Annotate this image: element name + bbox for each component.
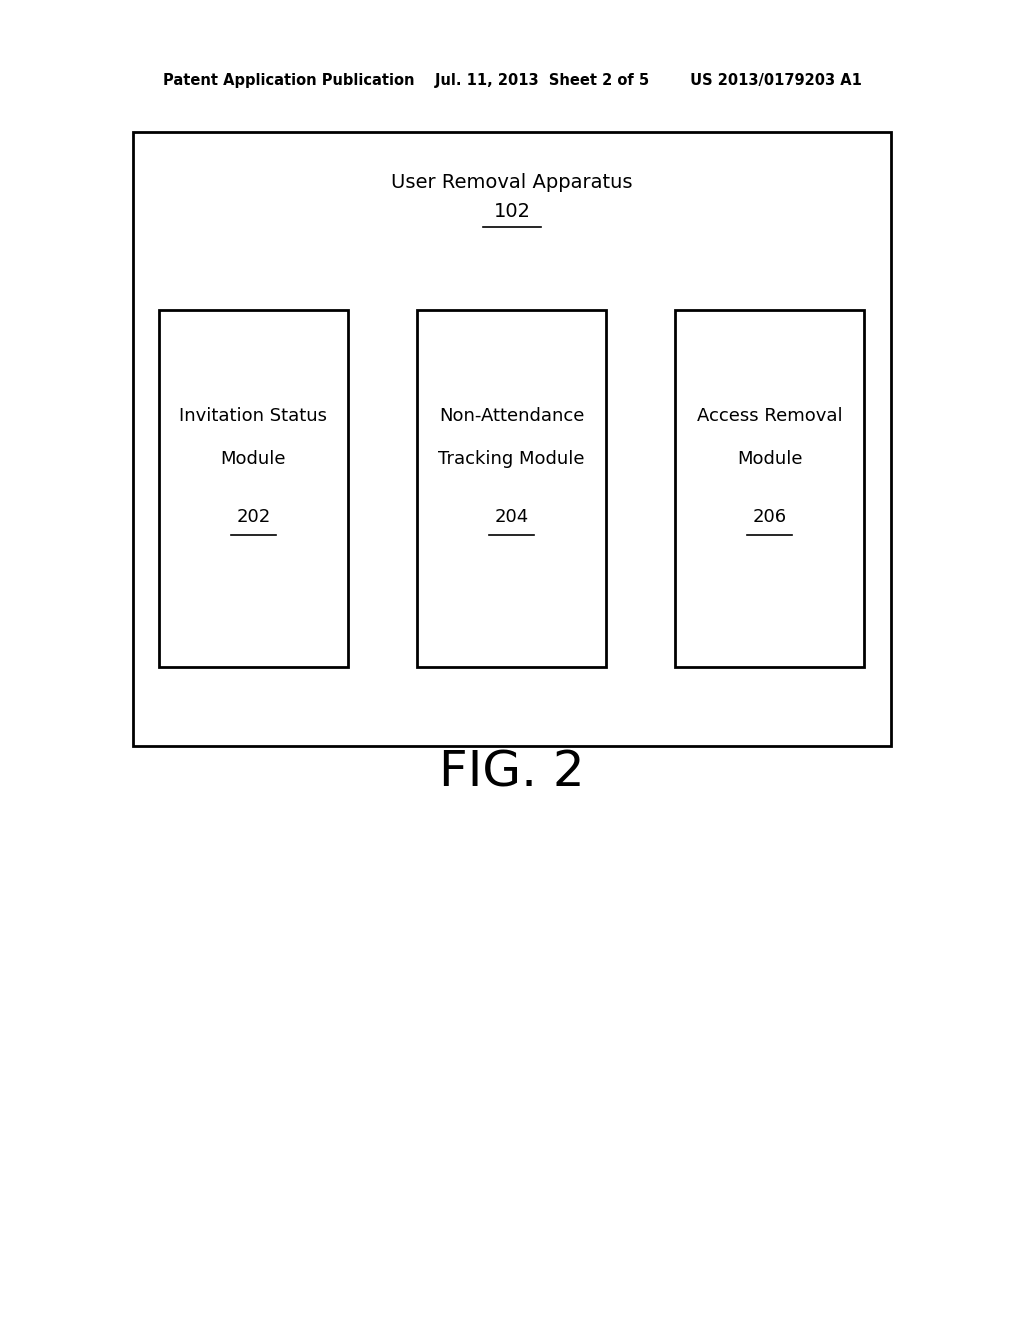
Text: 206: 206 <box>753 508 786 527</box>
Text: Module: Module <box>221 450 286 469</box>
Text: Module: Module <box>737 450 802 469</box>
Text: 102: 102 <box>494 202 530 220</box>
Text: Patent Application Publication    Jul. 11, 2013  Sheet 2 of 5        US 2013/017: Patent Application Publication Jul. 11, … <box>163 73 861 87</box>
Text: 204: 204 <box>495 508 528 527</box>
Text: Access Removal: Access Removal <box>696 407 843 425</box>
Text: Invitation Status: Invitation Status <box>179 407 328 425</box>
Text: Tracking Module: Tracking Module <box>438 450 585 469</box>
FancyBboxPatch shape <box>159 310 348 667</box>
Text: 202: 202 <box>237 508 270 527</box>
Text: Non-Attendance: Non-Attendance <box>439 407 584 425</box>
FancyBboxPatch shape <box>133 132 891 746</box>
Text: FIG. 2: FIG. 2 <box>439 748 585 796</box>
Text: User Removal Apparatus: User Removal Apparatus <box>391 173 633 191</box>
FancyBboxPatch shape <box>675 310 864 667</box>
FancyBboxPatch shape <box>417 310 606 667</box>
